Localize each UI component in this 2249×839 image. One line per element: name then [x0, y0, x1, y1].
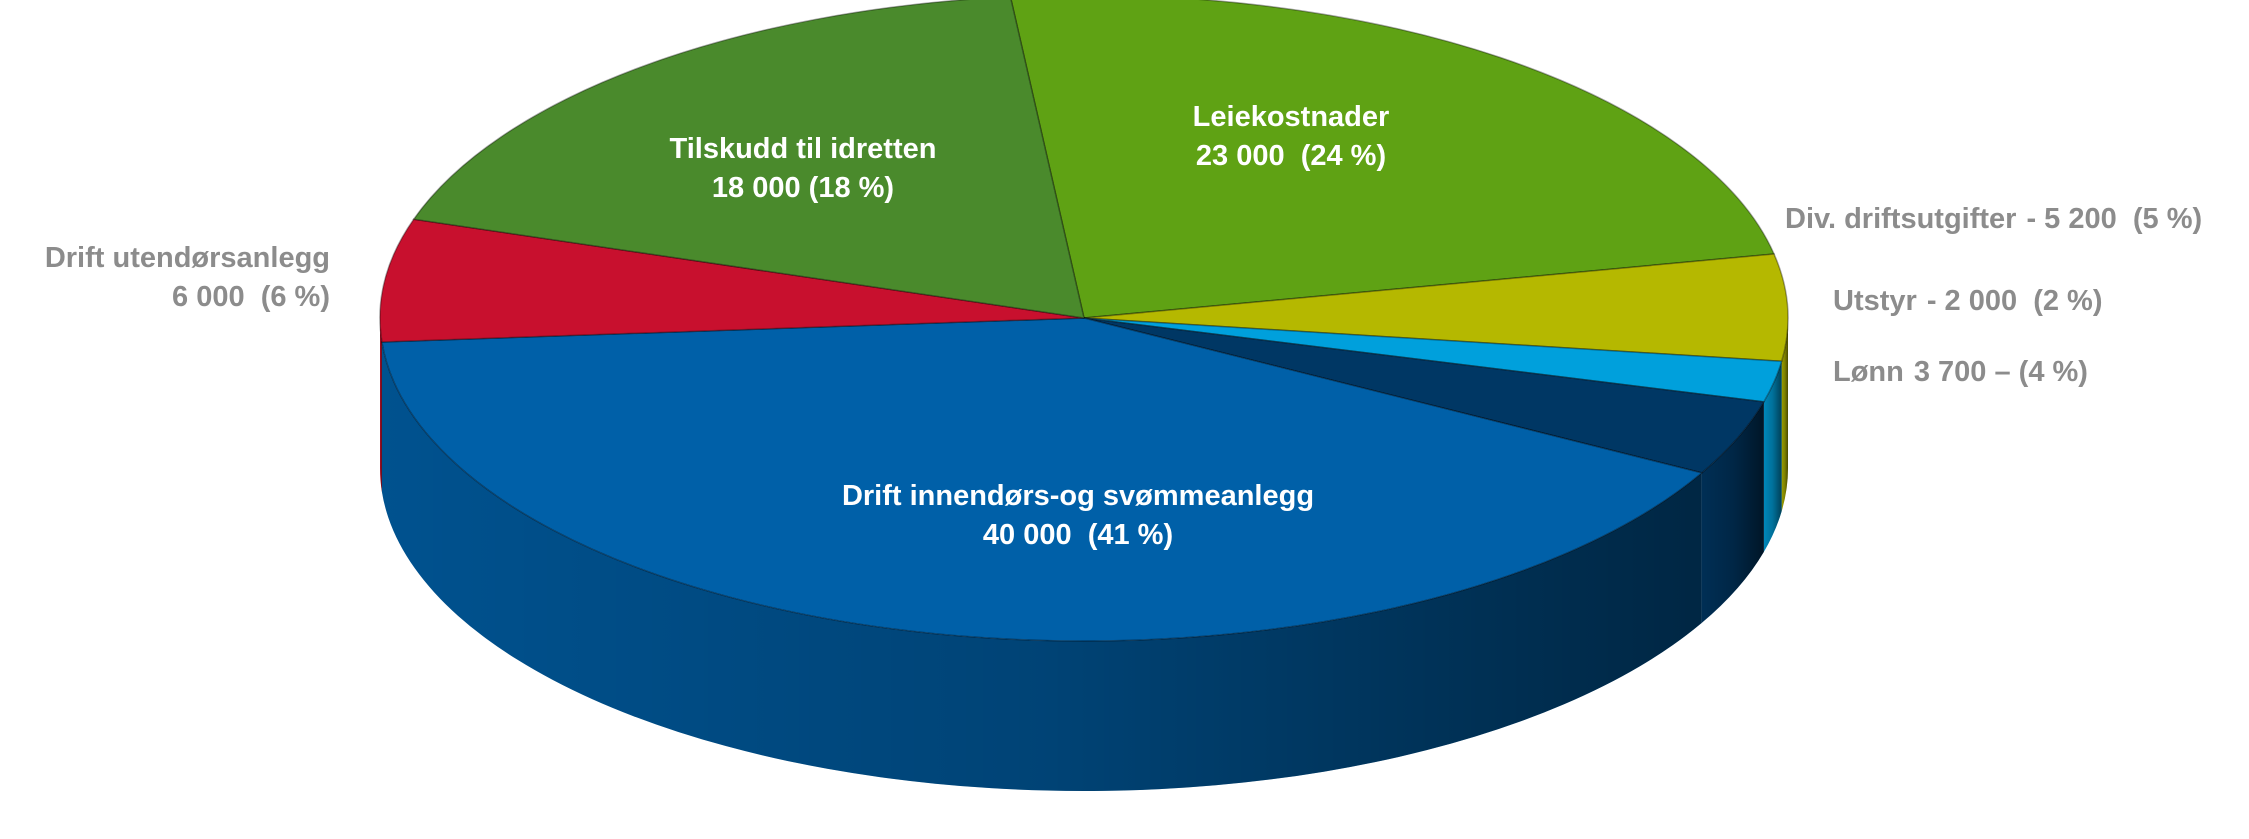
- slice-label: Drift innendørs-og svømmeanlegg 40 000 (4…: [842, 480, 1314, 551]
- value-label: 40 000 (41 %): [983, 519, 1173, 551]
- value-label: 23 000 (24 %): [1196, 140, 1386, 172]
- value-label: 18 000 (18 %): [712, 172, 894, 204]
- side-shade: [381, 341, 1702, 792]
- value-label: 3 700 – (4 %): [1914, 356, 2088, 388]
- slice-label: Tilskudd til idretten 18 000 (18 %): [670, 133, 937, 204]
- slice-label: Lønn 3 700 – (4 %): [1833, 356, 2088, 388]
- slice: [1010, 0, 1776, 319]
- side-shade: [1763, 361, 1782, 552]
- slice-label: Utstyr - 2 000 (2 %): [1833, 285, 2103, 317]
- slice: [412, 0, 1085, 319]
- category-label: Drift utendørsanlegg: [45, 242, 330, 274]
- category-label: Lønn: [1833, 356, 1904, 388]
- slice-label: Leiekostnader 23 000 (24 %): [1193, 101, 1390, 172]
- side-shade: [1781, 318, 1788, 512]
- category-label: Div. driftsutgifter: [1785, 203, 2016, 235]
- value-label: - 5 200 (5 %): [2026, 203, 2202, 235]
- side-shade: [380, 318, 382, 492]
- category-label: Drift innendørs-og svømmeanlegg: [842, 480, 1314, 512]
- slice: [1083, 317, 1766, 474]
- slice-label: Div. driftsutgifter - 5 200 (5 %): [1785, 203, 2202, 235]
- category-label: Leiekostnader: [1193, 101, 1390, 133]
- category-label: Tilskudd til idretten: [670, 133, 937, 165]
- slice: [1083, 253, 1789, 363]
- slice: [381, 317, 1704, 642]
- value-label: 6 000 (6 %): [172, 281, 330, 313]
- slice: [379, 218, 1085, 343]
- slice-label: Drift utendørsanlegg 6 000 (6 %): [45, 242, 330, 313]
- side-shade: [1701, 401, 1764, 623]
- category-label: Utstyr: [1833, 285, 1917, 317]
- slice: [1083, 317, 1783, 403]
- value-label: - 2 000 (2 %): [1927, 285, 2103, 317]
